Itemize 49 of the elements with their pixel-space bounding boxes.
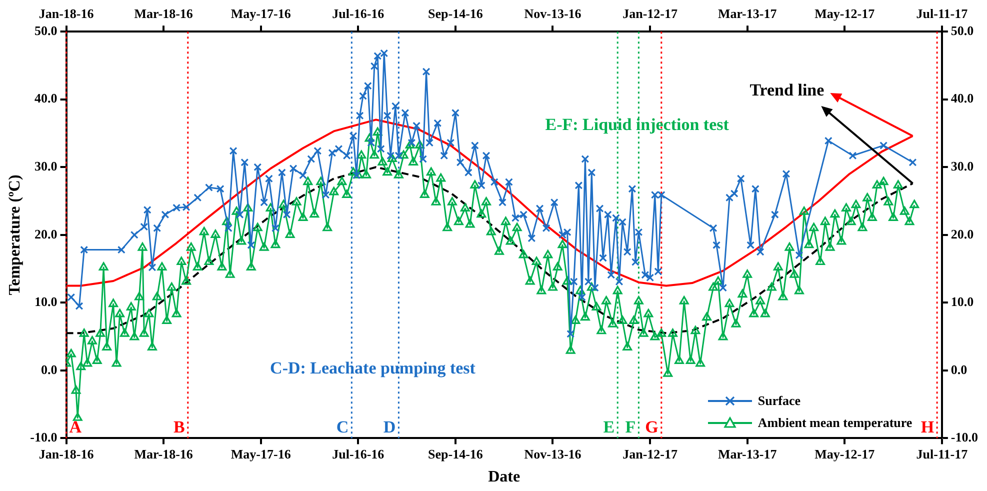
y2-tick-label: 0.0 — [950, 362, 968, 377]
x-tick-label: Jan-12-17 — [622, 446, 678, 462]
x2-tick-label: Jan-18-16 — [38, 6, 94, 22]
ref-line-label: H — [920, 418, 934, 437]
y-tick-label: 10.0 — [34, 294, 58, 310]
ref-line-label: G — [645, 418, 658, 437]
y-tick-label: 0.0 — [41, 362, 58, 377]
x-tick-label: Sep-14-16 — [428, 446, 484, 462]
x2-tick-label: Nov-13-16 — [524, 6, 582, 22]
legend-label: Ambient mean temperature — [758, 415, 912, 432]
x-tick-label: May-17-16 — [230, 446, 292, 462]
y-tick-label: 30.0 — [34, 158, 58, 174]
annotation: Trend line — [750, 80, 825, 100]
x2-tick-label: May-12-17 — [814, 6, 876, 22]
x-tick-label: Mar-13-17 — [718, 446, 778, 462]
y2-tick-label: 30.0 — [950, 158, 974, 174]
ref-line-label: C — [336, 418, 349, 437]
annotation: E-F: Liquid injection test — [545, 115, 730, 134]
y-axis-title: Temperature (ºC) — [6, 174, 24, 296]
x2-tick-label: Sep-14-16 — [428, 6, 484, 22]
x2-tick-label: May-17-16 — [230, 6, 292, 22]
legend-label: Surface — [758, 393, 801, 410]
ref-line-label: F — [625, 418, 636, 437]
annotation: C-D: Leachate pumping test — [270, 358, 476, 378]
x-axis-title: Date — [488, 468, 520, 486]
x-tick-label: Jan-18-16 — [38, 446, 94, 462]
y-tick-label: 40.0 — [34, 90, 58, 106]
ref-line-label: B — [174, 418, 185, 437]
y2-tick-label: 10.0 — [950, 294, 974, 310]
ref-line-label: A — [69, 418, 82, 437]
y2-tick-label: -10.0 — [950, 430, 978, 445]
y2-tick-label: 40.0 — [950, 90, 974, 106]
y2-tick-label: 20.0 — [950, 226, 974, 242]
x2-tick-label: Mar-13-17 — [718, 6, 778, 22]
x-tick-label: Jul-16-16 — [332, 446, 385, 462]
ref-line-label: D — [383, 418, 396, 437]
ref-line-label: E — [603, 418, 615, 437]
x2-tick-label: Jan-12-17 — [622, 6, 678, 22]
y-tick-label: -10.0 — [30, 430, 58, 445]
x2-tick-label: Jul-11-17 — [916, 6, 968, 22]
x2-tick-label: Mar-18-16 — [134, 6, 194, 22]
x-tick-label: Mar-18-16 — [134, 446, 194, 462]
x-tick-label: Jul-11-17 — [916, 446, 968, 462]
x2-tick-label: Jul-16-16 — [332, 6, 385, 22]
x-tick-label: Nov-13-16 — [524, 446, 582, 462]
x-tick-label: May-12-17 — [814, 446, 876, 462]
y-tick-label: 50.0 — [34, 22, 58, 38]
y-tick-label: 20.0 — [34, 226, 58, 242]
y2-tick-label: 50.0 — [950, 22, 974, 38]
